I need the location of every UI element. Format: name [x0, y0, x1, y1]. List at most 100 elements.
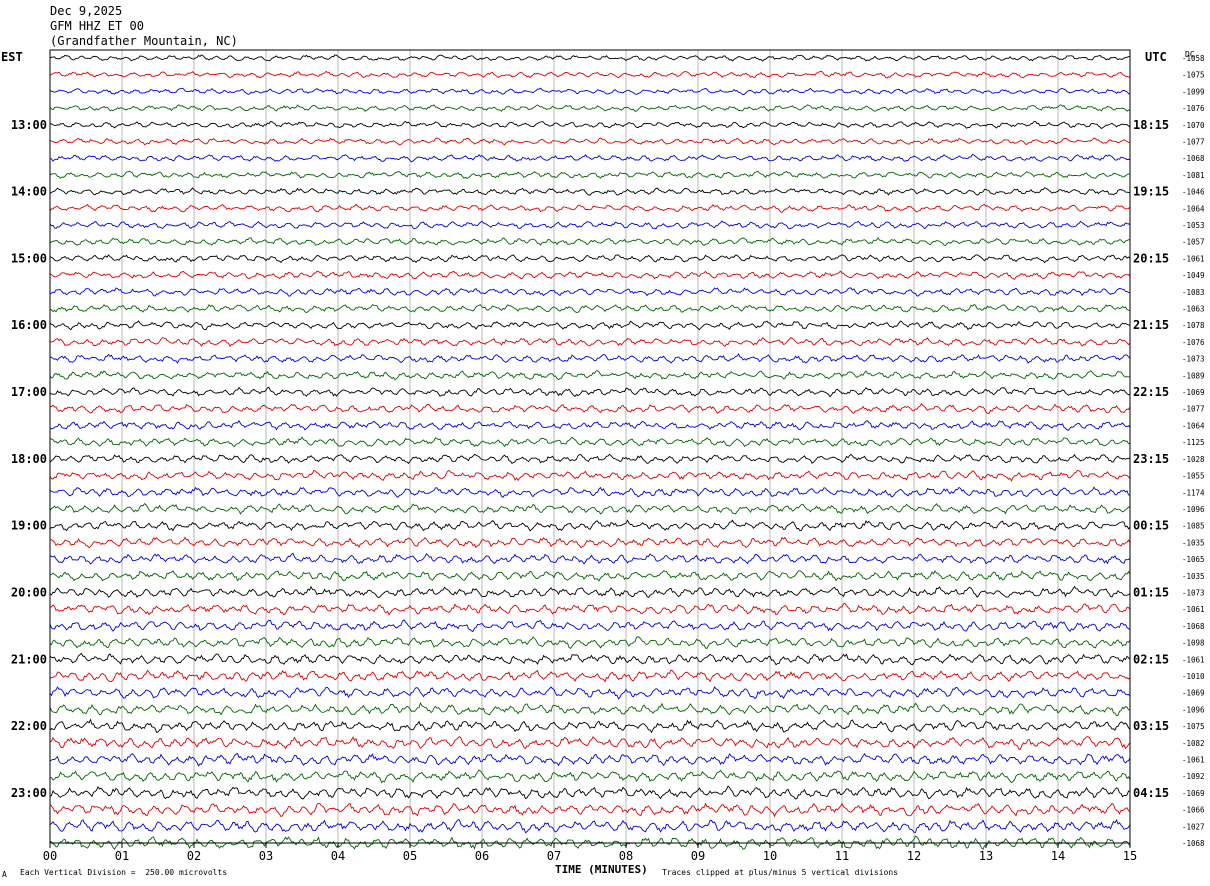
x-tick-label: 13: [979, 849, 993, 863]
trace-line: [49, 137, 1131, 146]
dc-offset-label: -1064: [1182, 204, 1205, 213]
utc-hour-label: 00:15: [1133, 519, 1169, 533]
dc-offset-label: -1010: [1182, 672, 1205, 681]
trace-line: [49, 153, 1131, 163]
dc-offset-label: -1125: [1182, 438, 1205, 447]
est-hour-label: 17:00: [11, 385, 47, 399]
dc-offset-label: -1027: [1182, 822, 1205, 831]
dc-offset-label: -1174: [1182, 488, 1205, 497]
dc-offset-label: -1075: [1182, 71, 1205, 80]
x-tick-label: 08: [619, 849, 633, 863]
dc-offset-label: -1096: [1182, 505, 1205, 514]
trace-line: [49, 785, 1131, 800]
trace-line: [49, 669, 1131, 683]
dc-offset-label: -1096: [1182, 705, 1205, 714]
trace-line: [49, 752, 1131, 767]
dc-offset-label: -1083: [1182, 288, 1205, 297]
trace-line: [49, 237, 1131, 247]
trace-line: [49, 469, 1131, 482]
trace-line: [49, 87, 1131, 96]
x-tick-label: 09: [691, 849, 705, 863]
dc-offset-label: -1070: [1182, 121, 1205, 130]
trace-line: [49, 802, 1131, 818]
trace-line: [49, 303, 1131, 314]
trace-line: [49, 203, 1131, 213]
scale-note: Each Vertical Division = 250.00 microvol…: [20, 868, 228, 877]
dc-offset-label: -1081: [1182, 171, 1205, 180]
est-hour-label: 23:00: [11, 786, 47, 800]
dc-offset-label: -1058: [1182, 54, 1205, 63]
dc-offset-label: -1063: [1182, 305, 1205, 314]
trace-line: [49, 70, 1131, 79]
dc-offset-label: -1055: [1182, 472, 1205, 481]
trace-line: [49, 570, 1131, 582]
plot-border: [49, 49, 1131, 844]
dc-offset-label: -1028: [1182, 455, 1205, 464]
dc-offset-header: DC: [1185, 50, 1195, 59]
utc-hour-label: 22:15: [1133, 385, 1169, 399]
x-tick-label: 03: [259, 849, 273, 863]
trace-line: [49, 486, 1131, 498]
trace-line: [49, 320, 1131, 331]
est-hour-label: 22:00: [11, 719, 47, 733]
x-axis-title: TIME (MINUTES): [555, 863, 648, 876]
dc-offset-label: -1075: [1182, 722, 1205, 731]
dc-offset-label: -1035: [1182, 538, 1205, 547]
x-tick-label: 06: [475, 849, 489, 863]
dc-offset-label: -1053: [1182, 221, 1205, 230]
trace-line: [49, 254, 1131, 264]
date-label: Dec 9,2025: [50, 4, 123, 18]
trace-line: [49, 686, 1131, 700]
dc-offset-label: -1061: [1182, 755, 1205, 764]
trace-line: [49, 652, 1131, 666]
dc-offset-label: -1089: [1182, 371, 1205, 380]
trace-line: [49, 353, 1131, 364]
trace-line: [49, 552, 1131, 565]
trace-line: [49, 602, 1131, 616]
dc-offset-label: -1076: [1182, 104, 1205, 113]
trace-line: [49, 619, 1131, 633]
dc-offset-label: -1061: [1182, 655, 1205, 664]
trace-line: [49, 403, 1131, 414]
trace-line: [49, 170, 1131, 180]
x-tick-label: 12: [907, 849, 921, 863]
utc-hour-label: 01:15: [1133, 585, 1169, 599]
right-timezone-label: UTC: [1145, 50, 1167, 64]
dc-offset-label: -1078: [1182, 321, 1205, 330]
axis-labels: 00 01 02 03 04 05 06 07 08 09 10 11 12 13 14 15 -1058 -10…: [11, 54, 1205, 863]
dc-offset-label: -1068: [1182, 622, 1205, 631]
dc-offset-label: -1068: [1182, 154, 1205, 163]
clip-note: Traces clipped at plus/minus 5 vertical …: [662, 868, 899, 877]
trace-line: [49, 503, 1131, 515]
dc-offset-label: -1098: [1182, 639, 1205, 648]
trace-line: [49, 386, 1131, 398]
trace-line: [49, 718, 1131, 734]
est-hour-label: 13:00: [11, 118, 47, 132]
est-hour-label: 16:00: [11, 318, 47, 332]
plot-frame: [49, 49, 1131, 848]
est-hour-label: 14:00: [11, 185, 47, 199]
dc-offset-label: -1076: [1182, 338, 1205, 347]
trace-line: [49, 104, 1131, 112]
dc-offset-label: -1073: [1182, 355, 1205, 364]
utc-hour-label: 20:15: [1133, 251, 1169, 265]
trace-line: [49, 370, 1131, 381]
trace-line: [49, 735, 1131, 750]
trace-line: [49, 270, 1131, 281]
dc-offset-label: -1082: [1182, 739, 1205, 748]
trace-line: [49, 287, 1131, 297]
utc-hour-label: 19:15: [1133, 185, 1169, 199]
dc-offset-label: -1069: [1182, 388, 1205, 397]
est-hour-label: 19:00: [11, 519, 47, 533]
dc-offset-label: -1092: [1182, 772, 1205, 781]
dc-offset-label: -1073: [1182, 588, 1205, 597]
dc-offset-label: -1061: [1182, 254, 1205, 263]
left-timezone-label: EST: [1, 50, 23, 64]
x-tick-label: 02: [187, 849, 201, 863]
trace-line: [49, 419, 1131, 431]
x-tick-label: 10: [763, 849, 777, 863]
location-label: (Grandfather Mountain, NC): [50, 34, 238, 48]
x-tick-label: 01: [115, 849, 129, 863]
dc-offset-label: -1069: [1182, 789, 1205, 798]
